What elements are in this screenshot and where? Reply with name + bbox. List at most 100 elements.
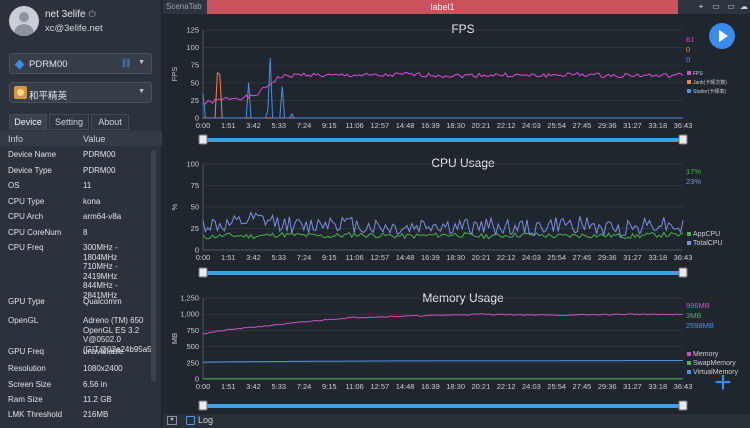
series-line	[202, 313, 683, 335]
connection-icon[interactable]: ⛓	[120, 58, 132, 68]
header-value: Value	[83, 134, 106, 144]
x-tick-label: 36:43	[674, 253, 693, 262]
legend-swatch	[687, 80, 691, 84]
x-tick-label: 33:18	[648, 253, 667, 262]
x-tick-label: 0:00	[196, 382, 211, 391]
avatar[interactable]	[9, 6, 39, 36]
y-tick-label: 75	[191, 61, 199, 70]
legend-swatch	[687, 361, 691, 365]
x-tick-label: 3:42	[246, 121, 261, 130]
row-key: Device Type	[8, 166, 52, 175]
row-value: 216MB	[83, 410, 109, 419]
time-slider-track	[203, 404, 683, 408]
time-slider-handle-left	[198, 134, 208, 145]
tab-about[interactable]: About	[91, 114, 129, 130]
y-axis-label: FPS	[170, 67, 179, 82]
y-tick-label: 250	[186, 358, 199, 367]
row-key: CPU Type	[8, 197, 45, 206]
x-tick-label: 1:51	[221, 121, 236, 130]
row-value: 300MHz -1804MHz 710MHz -2419MHz 844MHz -28…	[83, 243, 118, 300]
x-tick-label: 0:00	[196, 121, 211, 130]
charts-svg: FPS 0 25 50 75 100 125 FPS 0:00 1:51 3:42 5:33 7:24 9…	[170, 22, 738, 411]
x-tick-label: 14:48	[396, 253, 415, 262]
tab-setting[interactable]: Setting	[49, 114, 89, 130]
y-tick-label: 75	[191, 181, 199, 190]
x-tick-label: 12:57	[370, 121, 389, 130]
sidebar-scrollbar[interactable]	[151, 150, 156, 382]
device-select[interactable]: PDRM00 ⛓ ▼	[9, 53, 152, 74]
legend-label: SwapMemory	[693, 360, 736, 367]
legend-label: AppCPU	[693, 231, 720, 238]
series-line	[202, 211, 684, 238]
current-value: 2598MB	[686, 321, 714, 330]
x-tick-label: 36:43	[674, 121, 693, 130]
y-tick-label: 0	[195, 114, 199, 123]
folder-icon[interactable]: ▭	[712, 2, 720, 11]
x-tick-label: 7:24	[297, 382, 312, 391]
y-tick-label: 25	[191, 96, 199, 105]
tab-device[interactable]: Device	[9, 114, 47, 130]
row-value: PDRM00	[83, 166, 116, 175]
x-tick-label: 20:21	[472, 253, 491, 262]
x-tick-label: 29:36	[598, 121, 617, 130]
user-email: xc@3elife.net	[45, 23, 103, 34]
x-tick-label: 20:21	[472, 121, 491, 130]
legend-label: Jank(卡顿次数)	[693, 79, 727, 86]
legend-label: FPS	[693, 71, 703, 77]
x-tick-label: 16:39	[421, 121, 440, 130]
x-tick-label: 9:15	[322, 121, 337, 130]
legend-swatch	[687, 232, 691, 236]
folder-open-icon[interactable]: ▭	[727, 2, 735, 11]
x-tick-label: 22:12	[497, 253, 516, 262]
legend-swatch	[687, 241, 691, 245]
device-diamond-icon	[14, 59, 25, 70]
add-icon[interactable]: +	[714, 366, 732, 399]
power-icon[interactable]: ⏻	[88, 9, 96, 19]
y-tick-label: 750	[186, 326, 199, 335]
x-tick-label: 12:57	[370, 382, 389, 391]
x-tick-label: 20:21	[472, 382, 491, 391]
x-tick-label: 25:54	[547, 382, 566, 391]
row-key: GPU Freq	[8, 347, 45, 356]
x-tick-label: 24:03	[522, 382, 541, 391]
x-tick-label: 11:06	[345, 121, 363, 130]
series-line	[202, 71, 684, 105]
chart-title: FPS	[451, 22, 474, 36]
collapse-icon[interactable]: ▾	[167, 416, 177, 425]
time-slider-handle-left	[198, 400, 208, 411]
x-tick-label: 7:24	[297, 121, 312, 130]
row-key: OS	[8, 181, 20, 190]
row-key: Resolution	[8, 364, 46, 373]
cloud-icon[interactable]: ☁	[740, 2, 748, 11]
legend-label: TotalCPU	[693, 240, 723, 247]
bottom-bar: ▾ Log	[163, 414, 750, 428]
x-tick-label: 14:48	[396, 121, 415, 130]
location-icon[interactable]: ⌖	[698, 2, 704, 11]
log-label: Log	[198, 415, 214, 425]
row-key: CPU Freq	[8, 243, 44, 252]
y-tick-label: 100	[186, 43, 199, 52]
scene-label[interactable]: label1	[207, 0, 678, 14]
play-icon[interactable]	[709, 23, 735, 49]
username-text: net 3elife	[45, 9, 86, 20]
log-checkbox[interactable]	[186, 416, 195, 425]
row-value: 8	[83, 228, 88, 237]
x-tick-label: 11:06	[345, 253, 363, 262]
row-key: OpenGL	[8, 316, 39, 325]
legend-label: VirtualMemory	[693, 369, 738, 376]
scene-tab[interactable]: ScenaTab	[166, 2, 202, 11]
row-value: 11	[83, 181, 92, 190]
row-key: Device Name	[8, 150, 57, 159]
x-tick-label: 3:42	[246, 253, 261, 262]
x-tick-label: 16:39	[421, 253, 440, 262]
info-table-header: Info Value	[0, 131, 162, 146]
header-info: Info	[8, 134, 24, 144]
app-select[interactable]: 和平精英 ▼	[9, 82, 152, 103]
x-tick-label: 18:30	[446, 382, 465, 391]
legend-swatch	[687, 89, 691, 93]
app-select-value: 和平精英	[29, 91, 68, 102]
x-tick-label: 25:54	[547, 121, 566, 130]
time-slider-track	[203, 138, 683, 142]
x-tick-label: 27:45	[573, 121, 592, 130]
row-value: PDRM00	[83, 150, 116, 159]
